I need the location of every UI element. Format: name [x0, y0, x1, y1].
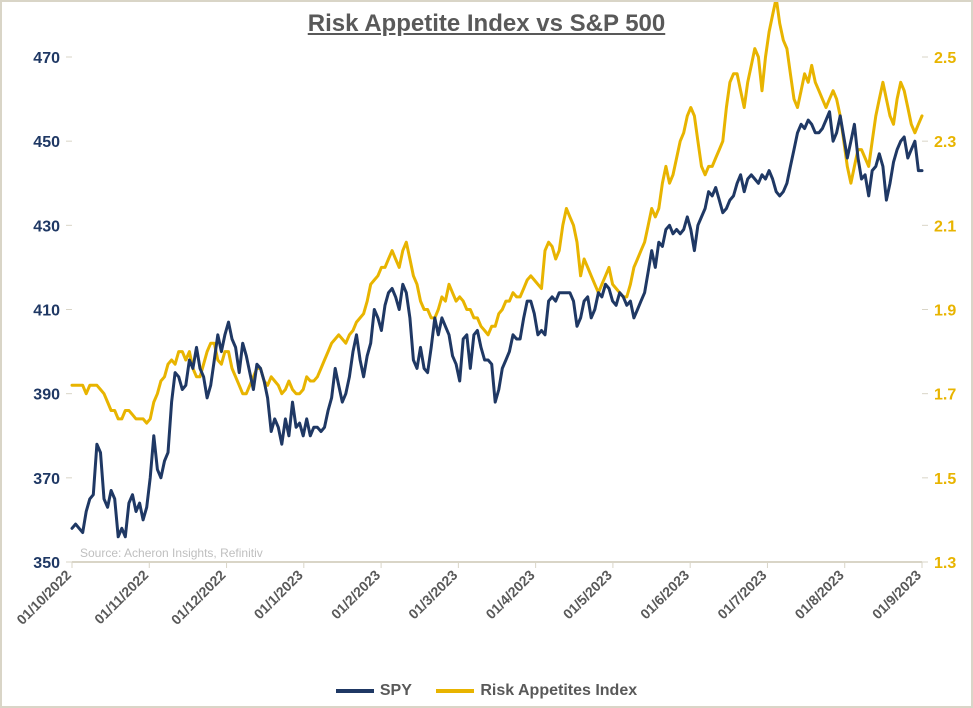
- svg-text:390: 390: [33, 387, 60, 404]
- svg-text:370: 370: [33, 471, 60, 488]
- svg-text:01/10/2022: 01/10/2022: [13, 567, 74, 628]
- svg-text:1.5: 1.5: [934, 471, 956, 488]
- source-note: Source: Acheron Insights, Refinitiv: [80, 546, 263, 560]
- svg-text:01/4/2023: 01/4/2023: [482, 567, 538, 623]
- svg-text:410: 410: [33, 303, 60, 320]
- svg-text:01/11/2022: 01/11/2022: [91, 567, 151, 627]
- chart-svg: 350 370 390 410 430 450 470 1.3 1.5 1.7 1.9 2.1 2.3 2…: [2, 2, 973, 662]
- legend-label-spy: SPY: [380, 682, 412, 700]
- chart-container: Risk Appetite Index vs S&P 500 350370390…: [0, 0, 973, 708]
- svg-text:01/6/2023: 01/6/2023: [637, 567, 693, 623]
- legend: SPY Risk Appetites Index: [2, 680, 971, 700]
- svg-text:1.7: 1.7: [934, 387, 956, 404]
- legend-swatch-rai: [436, 689, 474, 693]
- svg-text:01/2/2023: 01/2/2023: [328, 567, 384, 623]
- svg-text:01/3/2023: 01/3/2023: [405, 567, 461, 623]
- svg-text:01/8/2023: 01/8/2023: [791, 567, 847, 623]
- svg-text:470: 470: [33, 50, 60, 67]
- svg-text:01/1/2023: 01/1/2023: [251, 567, 307, 623]
- svg-text:430: 430: [33, 218, 60, 235]
- svg-text:01/5/2023: 01/5/2023: [560, 567, 616, 623]
- svg-text:1.9: 1.9: [934, 303, 956, 320]
- svg-text:01/12/2022: 01/12/2022: [168, 567, 229, 628]
- svg-text:2.3: 2.3: [934, 134, 956, 151]
- svg-text:2.5: 2.5: [934, 50, 956, 67]
- svg-text:1.3: 1.3: [934, 555, 956, 572]
- svg-text:2.1: 2.1: [934, 218, 956, 235]
- svg-text:01/9/2023: 01/9/2023: [869, 567, 925, 623]
- legend-swatch-spy: [336, 689, 374, 693]
- svg-text:01/7/2023: 01/7/2023: [714, 567, 770, 623]
- legend-item-spy: SPY: [336, 682, 412, 700]
- svg-text:450: 450: [33, 134, 60, 151]
- svg-text:350: 350: [33, 555, 60, 572]
- legend-label-rai: Risk Appetites Index: [480, 682, 637, 700]
- legend-item-rai: Risk Appetites Index: [436, 682, 637, 700]
